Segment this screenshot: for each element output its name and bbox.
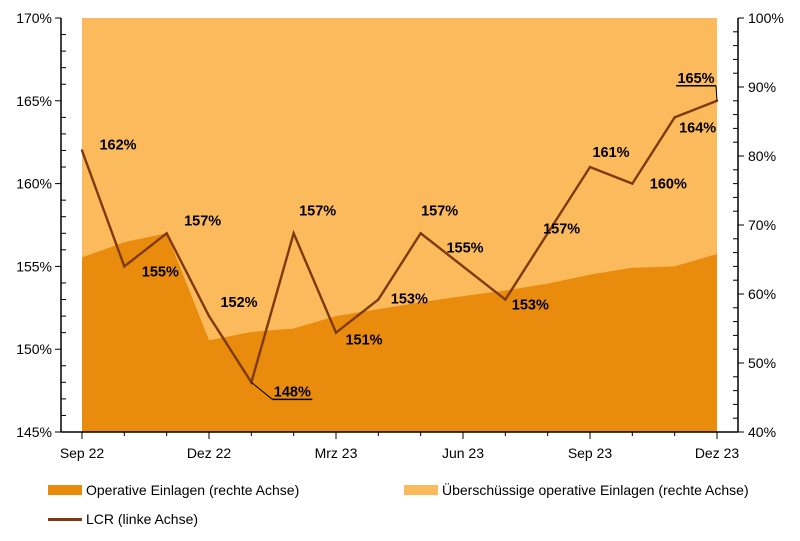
lcr-data-label: 148% bbox=[274, 384, 311, 400]
x-tick-label: Jun 23 bbox=[442, 445, 484, 461]
data-label-leader bbox=[251, 381, 273, 400]
lcr-point bbox=[419, 232, 422, 235]
lcr-data-label: 157% bbox=[543, 221, 580, 237]
lcr-data-label: 155% bbox=[142, 264, 179, 280]
lcr-point bbox=[165, 232, 168, 235]
legend-item-excess: Überschüssige operative Einlagen (rechte… bbox=[404, 482, 749, 498]
lcr-data-label: 157% bbox=[184, 213, 221, 229]
right-tick-label: 60% bbox=[748, 286, 776, 302]
left-tick-label: 165% bbox=[16, 93, 52, 109]
x-tick-label: Mrz 23 bbox=[315, 445, 358, 461]
left-tick-label: 145% bbox=[16, 424, 52, 440]
lcr-line bbox=[80, 99, 718, 386]
lcr-data-label: 165% bbox=[677, 71, 714, 87]
x-tick-label: Dez 22 bbox=[187, 445, 232, 461]
legend-label-excess: Überschüssige operative Einlagen (rechte… bbox=[442, 482, 749, 498]
chart: 145% 150% 155% 160% 165% 170% 40% 50% 60% 70% 80% 9… bbox=[16, 10, 784, 461]
lcr-point bbox=[207, 314, 211, 318]
lcr-point bbox=[673, 116, 676, 119]
x-tick-label: Dez 23 bbox=[695, 445, 740, 461]
legend-swatch-lcr bbox=[48, 517, 82, 521]
x-tick-label: Sep 23 bbox=[568, 445, 613, 461]
lcr-point bbox=[504, 298, 507, 301]
legend-item-operative: Operative Einlagen (rechte Achse) bbox=[48, 482, 299, 498]
x-tick-label: Sep 22 bbox=[60, 445, 105, 461]
right-tick-label: 80% bbox=[748, 148, 776, 164]
right-tick-label: 50% bbox=[748, 355, 776, 371]
lcr-point bbox=[292, 232, 295, 235]
lcr-point bbox=[334, 331, 338, 334]
lcr-point bbox=[546, 232, 549, 235]
right-tick-label: 90% bbox=[748, 79, 776, 95]
left-tick-label: 160% bbox=[16, 176, 52, 192]
lcr-data-label: 157% bbox=[421, 203, 458, 219]
lcr-data-label: 157% bbox=[299, 203, 336, 219]
right-tick-label: 40% bbox=[748, 424, 776, 440]
lcr-data-label: 155% bbox=[446, 240, 483, 256]
left-tick-label: 150% bbox=[16, 341, 52, 357]
lcr-data-label: 164% bbox=[679, 120, 716, 136]
lcr-point bbox=[588, 165, 592, 169]
area-operative-deposits bbox=[82, 233, 717, 432]
lcr-data-label: 152% bbox=[220, 295, 257, 311]
lcr-point bbox=[123, 265, 126, 268]
lcr-data-label: 160% bbox=[650, 177, 687, 193]
legend-item-lcr: LCR (linke Achse) bbox=[48, 511, 198, 527]
left-tick-label: 170% bbox=[16, 10, 52, 26]
lcr-point bbox=[80, 149, 84, 152]
right-tick-label: 100% bbox=[748, 10, 784, 26]
lcr-data-label: 161% bbox=[592, 145, 629, 161]
lcr-point bbox=[377, 298, 380, 301]
right-tick-label: 70% bbox=[748, 217, 776, 233]
data-label-leader bbox=[715, 85, 718, 101]
lcr-data-label: 151% bbox=[345, 333, 382, 349]
lcr-data-label: 153% bbox=[391, 292, 428, 308]
lcr-point bbox=[631, 182, 634, 185]
legend-label-operative: Operative Einlagen (rechte Achse) bbox=[86, 482, 300, 498]
lcr-point bbox=[461, 265, 465, 268]
lcr-data-label: 162% bbox=[99, 137, 136, 153]
legend-swatch-excess bbox=[404, 485, 438, 495]
legend-label-lcr: LCR (linke Achse) bbox=[86, 511, 199, 527]
left-tick-label: 155% bbox=[16, 258, 52, 274]
legend-swatch-operative bbox=[48, 485, 82, 495]
lcr-data-label: 153% bbox=[512, 298, 549, 314]
